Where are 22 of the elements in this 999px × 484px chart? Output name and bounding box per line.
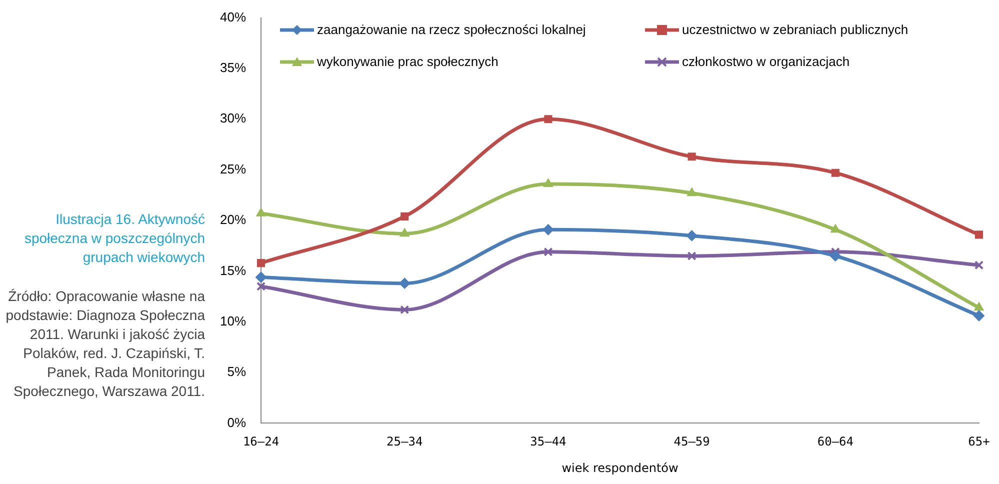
y-tick-label: 35% <box>220 60 246 76</box>
x-tick-label: 35–44 <box>530 434 566 449</box>
y-tick-label: 0% <box>227 414 246 430</box>
text: Źródło: Opracowanie własne na podstawie: Diagnoza Społeczna 2011. Warunki i jakość życia Polaków, red. J. Czapiński, T. Panek, Rada Monitoringu Społecznego, Warszawa 2011. <box>4 287 205 401</box>
y-tick-label: 20% <box>220 212 246 228</box>
legend-label: zaangażowanie na rzecz społeczności lokalnej <box>317 22 586 37</box>
legend-label: wykonywanie prac społecznych <box>317 54 498 69</box>
x-tick-label: 60–64 <box>817 434 854 449</box>
x-tick-label: 45–59 <box>674 434 710 449</box>
y-tick-label: 15% <box>220 262 246 278</box>
x-tick-label: 65+ <box>968 434 990 449</box>
y-tick-label: 25% <box>220 161 246 176</box>
y-tick-label: 10% <box>220 313 246 328</box>
y-tick-label: 5% <box>227 364 246 380</box>
x-tick-label: 16–24 <box>242 434 280 449</box>
x-axis-title: wiek respondentów <box>562 460 679 475</box>
legend-label: uczestnictwo w zebraniach publicznych <box>682 22 908 37</box>
y-tick-label: 30% <box>220 110 246 126</box>
x-tick-label: 25–34 <box>386 434 423 449</box>
text: Ilustracja 16. Aktywność społeczna w poszczególnych grupach wiekowych <box>23 210 205 267</box>
legend-label: członkostwo w organizacjach <box>682 54 850 69</box>
y-tick-label: 40% <box>220 9 246 24</box>
